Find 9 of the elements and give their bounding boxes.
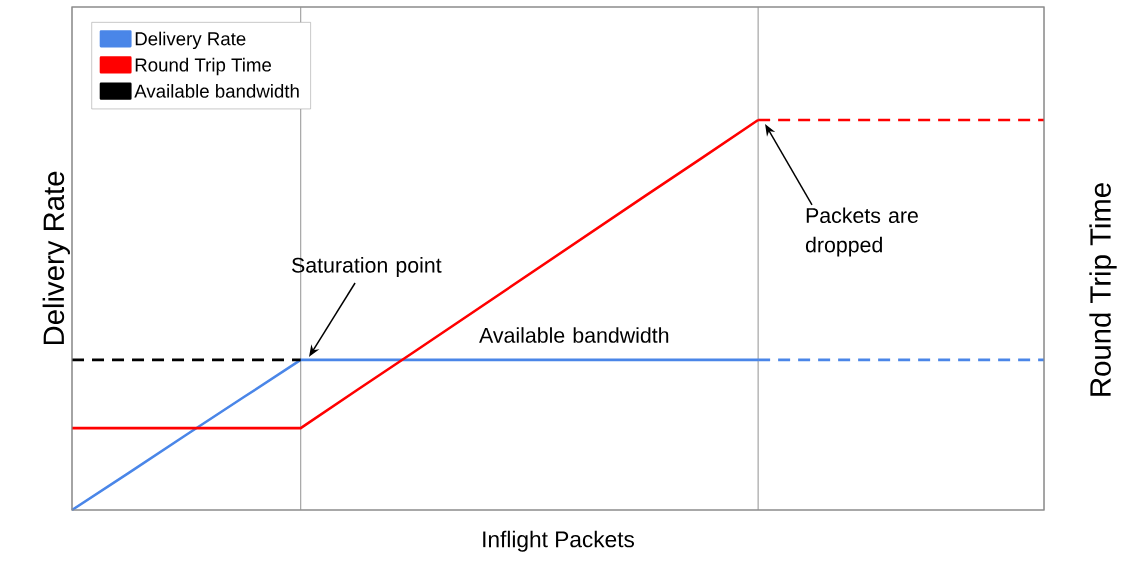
annotation: Available bandwidth: [479, 327, 669, 343]
legend-label: Round Trip Time: [135, 57, 272, 76]
y-axis-title: Delivery Rate: [42, 171, 70, 345]
x-axis-title: Inflight Packets: [483, 530, 635, 552]
annotation: Saturation point: [292, 257, 442, 277]
legend-label: Available bandwidth: [134, 84, 299, 98]
annotation: Packets are dropped: [805, 207, 918, 257]
y2-axis-title: Round Trip Time: [1089, 183, 1117, 396]
legend-label: Delivery Rate: [135, 31, 246, 50]
